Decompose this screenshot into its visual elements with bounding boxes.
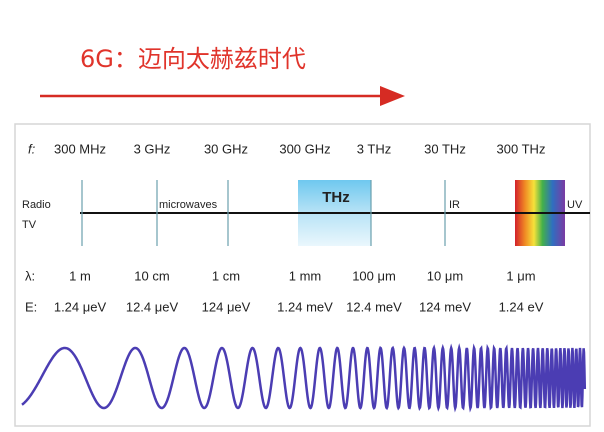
wavelength-value: 1 μm: [506, 268, 535, 283]
energy-value: 124 meV: [419, 299, 471, 314]
wavelength-value: 10 cm: [134, 268, 169, 283]
frequency-value: 3 THz: [357, 141, 391, 156]
band-label: UV: [567, 199, 583, 211]
wavelength-value: 10 μm: [427, 268, 463, 283]
energy-value: 124 μeV: [202, 299, 251, 314]
energy-value: 1.24 μeV: [54, 299, 107, 314]
wavelength-value: 1 mm: [289, 268, 322, 283]
row-label: λ:: [25, 268, 35, 283]
dividers: [81, 180, 446, 246]
band-label: THz: [322, 189, 350, 206]
energy-value: 1.24 eV: [499, 299, 544, 314]
band-label: TV: [22, 219, 37, 231]
band-label: Radio: [22, 199, 51, 211]
wavelength-value: 100 μm: [352, 268, 396, 283]
frequency-value: 300 MHz: [54, 141, 106, 156]
title: 6G：迈向太赫兹时代: [80, 45, 306, 73]
row-label: E:: [25, 299, 37, 314]
energy-value: 12.4 μeV: [126, 299, 179, 314]
frequency-value: 300 THz: [497, 141, 546, 156]
frequency-value: 30 GHz: [204, 141, 248, 156]
frequency-value: 3 GHz: [134, 141, 171, 156]
wavelength-value: 1 m: [69, 268, 91, 283]
energy-value: 1.24 meV: [277, 299, 333, 314]
row-label: f:: [28, 141, 36, 156]
wavelength-value: 1 cm: [212, 268, 240, 283]
band-label: microwaves: [159, 199, 218, 211]
energy-value: 12.4 meV: [346, 299, 402, 314]
band-label: IR: [449, 199, 460, 211]
frequency-value: 30 THz: [424, 141, 466, 156]
wave: [21, 343, 587, 413]
frequency-value: 300 GHz: [279, 141, 330, 156]
panel: [14, 123, 591, 427]
